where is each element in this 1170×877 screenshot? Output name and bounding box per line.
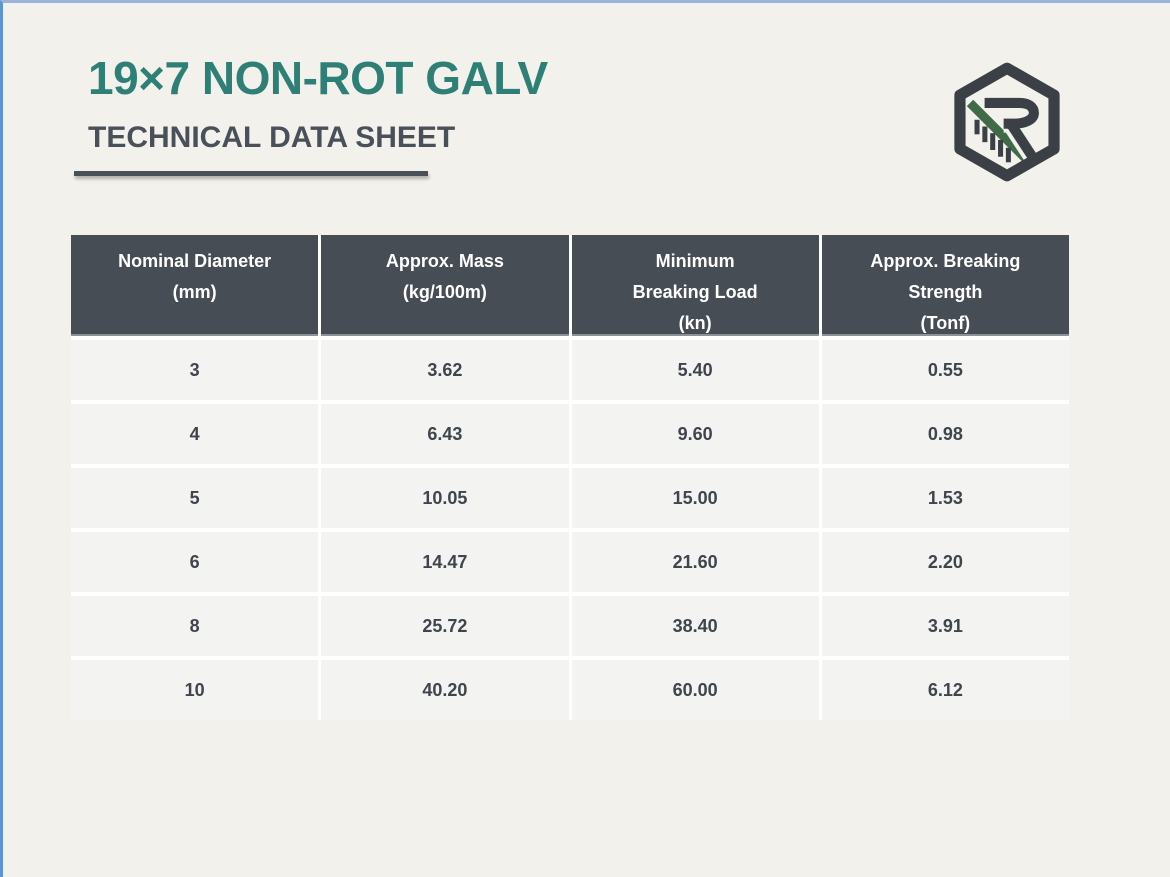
table-cell: 6.43 — [321, 404, 569, 464]
column-header-approx-breaking-strength: Approx. Breaking Strength (Tonf) — [821, 235, 1069, 336]
table-cell: 40.20 — [321, 660, 569, 720]
table-cell: 2.20 — [821, 532, 1069, 592]
company-hexagon-r-logo-icon — [954, 62, 1060, 182]
table-cell: 60.00 — [571, 660, 819, 720]
header-line: Nominal Diameter — [118, 251, 272, 271]
header-line: (kn) — [678, 313, 712, 333]
table-cell: 15.00 — [571, 468, 819, 528]
table-cell: 9.60 — [571, 404, 819, 464]
header-line: Minimum — [655, 251, 735, 271]
table-cell: 14.47 — [321, 532, 569, 592]
table-cell: 3.91 — [821, 596, 1069, 656]
table-cell: 4 — [71, 404, 319, 464]
title-underline — [74, 171, 428, 176]
header-line: Breaking Load — [632, 282, 758, 302]
header-line: Approx. Breaking — [870, 251, 1021, 271]
datasheet-slide: 19×7 NON-ROT GALV TECHNICAL DATA SHEET — [3, 3, 1170, 877]
table-cell: 6 — [71, 532, 319, 592]
column-header-nominal-diameter: Nominal Diameter (mm) — [71, 235, 319, 336]
table-cell: 10 — [71, 660, 319, 720]
page-title: 19×7 NON-ROT GALV — [88, 52, 548, 104]
header-line: (kg/100m) — [402, 282, 487, 302]
table-cell: 21.60 — [571, 532, 819, 592]
table-cell: 6.12 — [821, 660, 1069, 720]
table-cell: 25.72 — [321, 596, 569, 656]
header-line: (mm) — [172, 282, 217, 302]
table-cell: 3 — [71, 340, 319, 400]
table-cell: 8 — [71, 596, 319, 656]
header-line: Strength — [908, 282, 983, 302]
table-cell: 3.62 — [321, 340, 569, 400]
column-header-min-breaking-load: Minimum Breaking Load (kn) — [571, 235, 819, 336]
table-cell: 10.05 — [321, 468, 569, 528]
header-line: Approx. Mass — [385, 251, 504, 271]
header-line: (Tonf) — [920, 313, 971, 333]
table-cell: 0.98 — [821, 404, 1069, 464]
column-header-approx-mass: Approx. Mass (kg/100m) — [321, 235, 569, 336]
spec-table: Nominal Diameter (mm) Approx. Mass (kg/1… — [71, 235, 1069, 720]
page-subtitle: TECHNICAL DATA SHEET — [88, 121, 456, 154]
table-cell: 1.53 — [821, 468, 1069, 528]
table-cell: 5 — [71, 468, 319, 528]
table-cell: 38.40 — [571, 596, 819, 656]
table-cell: 5.40 — [571, 340, 819, 400]
table-cell: 0.55 — [821, 340, 1069, 400]
